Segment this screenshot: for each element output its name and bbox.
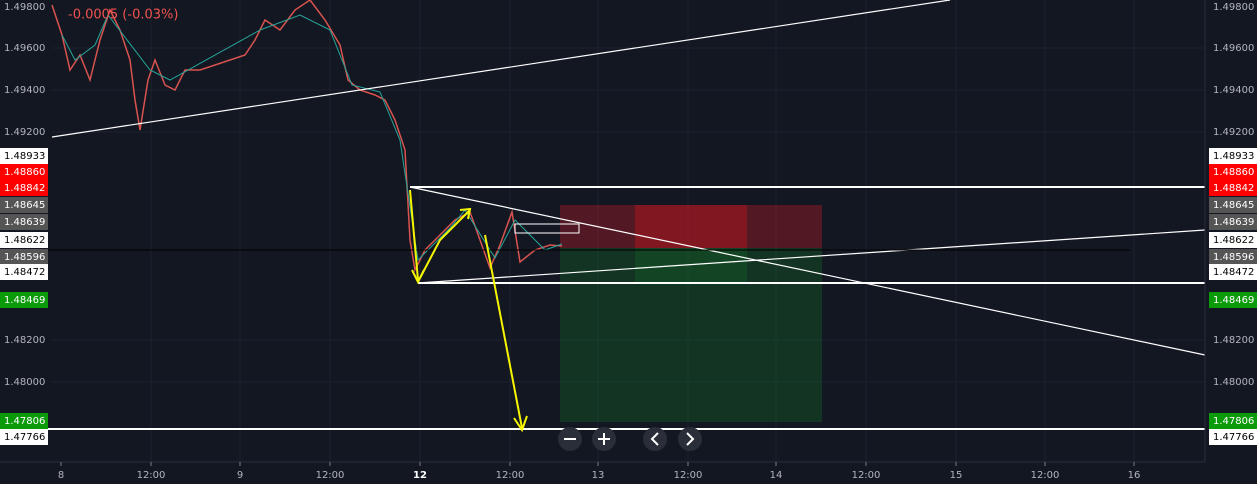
- price-label: 1.48469: [1213, 295, 1254, 306]
- arrows: [409, 189, 528, 433]
- time-label: 12:00: [137, 470, 166, 481]
- stop-zone-inner: [635, 205, 747, 248]
- price-label: 1.48000: [1213, 377, 1254, 388]
- price-badge: [1209, 148, 1257, 164]
- grid: [52, 0, 1205, 462]
- price-label: 1.48645: [4, 200, 45, 211]
- price-label: 1.48639: [4, 217, 45, 228]
- price-badge: [0, 214, 48, 230]
- time-label: 12:00: [316, 470, 345, 481]
- price-badge: [0, 249, 48, 265]
- price-label: 1.48622: [4, 235, 45, 246]
- price-badge: [0, 429, 48, 445]
- price-badge: [0, 232, 48, 248]
- time-label: 8: [58, 470, 64, 481]
- time-label: 9: [237, 470, 243, 481]
- price-badge: [1209, 232, 1257, 248]
- price-label: 1.48596: [1213, 252, 1254, 263]
- price-label: 1.48842: [4, 183, 45, 194]
- price-label: 1.49400: [1213, 85, 1254, 96]
- price-badge: [1209, 292, 1257, 308]
- price-badge: [0, 164, 48, 180]
- price-path: [51, 0, 563, 273]
- price-label: 1.48639: [1213, 217, 1254, 228]
- price-label: 1.48860: [4, 167, 45, 178]
- time-label: 15: [950, 470, 963, 481]
- time-label: 12:00: [496, 470, 525, 481]
- price-label: 1.47806: [1213, 416, 1254, 427]
- price-label: 1.48472: [1213, 267, 1254, 278]
- price-badge: [1209, 413, 1257, 429]
- price-badge: [1209, 197, 1257, 213]
- price-label: 1.48933: [4, 151, 45, 162]
- price-label: 1.47766: [4, 432, 45, 443]
- price-label: 1.49200: [1213, 127, 1254, 138]
- price-badge: [1209, 249, 1257, 265]
- price-badge: [0, 148, 48, 164]
- time-label: 14: [770, 470, 783, 481]
- time-label: 12:00: [852, 470, 881, 481]
- price-label: 1.48200: [1213, 335, 1254, 346]
- price-label: 1.49200: [4, 127, 45, 138]
- price-label: 1.48933: [1213, 151, 1254, 162]
- price-badge: [0, 292, 48, 308]
- zoom-controls[interactable]: [558, 427, 702, 451]
- price-badge: [1209, 264, 1257, 280]
- price-label: 1.48000: [4, 377, 45, 388]
- price-label: 1.48622: [1213, 235, 1254, 246]
- price-badge: [1209, 429, 1257, 445]
- price-label: 1.49400: [4, 85, 45, 96]
- price-label: 1.49600: [4, 43, 45, 54]
- price-badge: [1209, 180, 1257, 196]
- price-label: 1.47806: [4, 416, 45, 427]
- price-label: 1.49800: [4, 2, 45, 13]
- price-label: 1.48860: [1213, 167, 1254, 178]
- price-label: 1.47766: [1213, 432, 1254, 443]
- time-label: 13: [592, 470, 605, 481]
- price-label: 1.48472: [4, 267, 45, 278]
- price-label: 1.48645: [1213, 200, 1254, 211]
- target-zone-inner: [635, 248, 747, 283]
- time-label: 12:00: [1031, 470, 1060, 481]
- price-badge: [1209, 214, 1257, 230]
- change-label: -0.0005 (-0.03%): [68, 8, 178, 23]
- price-badge: [1209, 164, 1257, 180]
- time-label: 12:00: [674, 470, 703, 481]
- price-badge: [0, 180, 48, 196]
- time-label: 16: [1128, 470, 1141, 481]
- stop-zone: [560, 205, 822, 248]
- price-label: 1.48200: [4, 335, 45, 346]
- price-badge: [0, 264, 48, 280]
- price-label: 1.49800: [1213, 2, 1254, 13]
- price-badge: [0, 197, 48, 213]
- price-label: 1.48469: [4, 295, 45, 306]
- price-label: 1.48596: [4, 252, 45, 263]
- price-label: 1.48842: [1213, 183, 1254, 194]
- price-badge: [0, 413, 48, 429]
- price-path-up: [61, 14, 563, 262]
- price-label: 1.49600: [1213, 43, 1254, 54]
- target-zone: [560, 248, 822, 422]
- time-label: 12: [413, 470, 427, 481]
